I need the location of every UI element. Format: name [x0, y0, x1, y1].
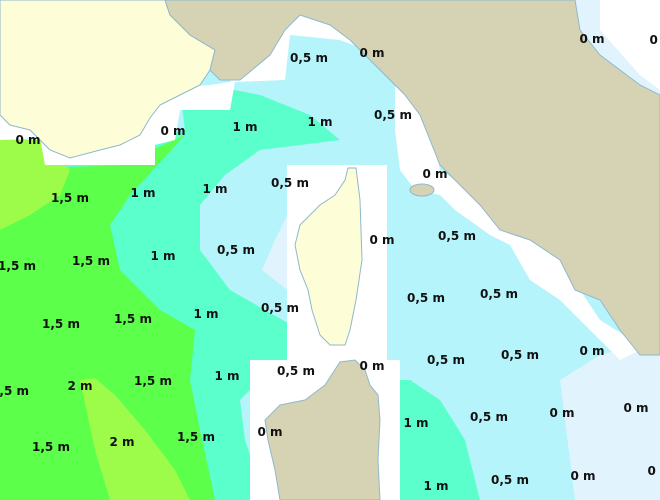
wave-height-label: 0,5 m	[491, 473, 529, 487]
wave-height-label: 0,5 m	[374, 108, 412, 122]
wave-height-label: 0,5 m	[501, 348, 539, 362]
wave-height-label: 1 m	[202, 182, 227, 196]
wave-height-label: 0,5 m	[290, 51, 328, 65]
wave-height-label: 1 m	[130, 186, 155, 200]
land-corsica	[294, 167, 363, 346]
wave-height-label: 1 m	[423, 479, 448, 493]
wave-height-label: 1 m	[232, 120, 257, 134]
wave-height-label: 1 m	[214, 369, 239, 383]
wave-height-label: 0 m	[579, 32, 604, 46]
wave-height-label: 0 m	[549, 406, 574, 420]
wave-height-label: 0,5 m	[470, 410, 508, 424]
wave-height-label: 1,5 m	[32, 440, 70, 454]
wave-height-label: 1,5 m	[0, 259, 36, 273]
wave-height-label: 0 m	[15, 133, 40, 147]
wave-height-label: 0 m	[160, 124, 185, 138]
wave-height-label: 0,5 m	[427, 353, 465, 367]
wave-height-label: 0,5 m	[217, 243, 255, 257]
wave-height-label: 0,5 m	[407, 291, 445, 305]
sea-1m-southeast	[385, 380, 480, 500]
wave-height-label: 0,5 m	[438, 229, 476, 243]
sea-1-5m	[0, 135, 215, 500]
wave-height-label: 0,5 m	[480, 287, 518, 301]
wave-height-label: 1,5 m	[51, 191, 89, 205]
wave-height-label: 0,5 m	[277, 364, 315, 378]
wave-height-label: 1,5 m	[42, 317, 80, 331]
sea-2m-south	[80, 378, 190, 500]
wave-labels: 0 m 0 m 0,5 m 0 m 0 m 0 m 1 m 1 m 0,5 m 1,5 m 1 m 1…	[0, 32, 660, 493]
wave-height-label: 0 m	[570, 469, 595, 483]
wave-height-label: 1 m	[150, 249, 175, 263]
wave-height-label: 0 m	[647, 464, 660, 478]
wave-height-label: 1 m	[193, 307, 218, 321]
wave-height-label: 1 m	[403, 416, 428, 430]
land-sardinia	[264, 359, 381, 500]
wave-height-label: 1,5 m	[114, 312, 152, 326]
wave-height-label: 0,5 m	[261, 301, 299, 315]
wave-height-label: 0 m	[257, 425, 282, 439]
wave-height-label: 0 m	[369, 233, 394, 247]
wave-height-label: 2 m	[67, 379, 92, 393]
wave-height-label: 0 m	[579, 344, 604, 358]
wave-height-label: 2 m	[109, 435, 134, 449]
wave-height-label: 0 m	[649, 33, 660, 47]
wave-height-label: 1,5 m	[0, 384, 29, 398]
wave-height-label: 1,5 m	[134, 374, 172, 388]
land-elba-island	[409, 183, 435, 197]
wave-height-label: 1,5 m	[72, 254, 110, 268]
land-italy	[164, 0, 660, 356]
wave-height-label: 1 m	[307, 115, 332, 129]
wave-height-label: 1,5 m	[177, 430, 215, 444]
wave-height-label: 0 m	[422, 167, 447, 181]
wave-height-label: 0,5 m	[271, 176, 309, 190]
wave-height-label: 0 m	[359, 359, 384, 373]
wave-height-label: 0 m	[359, 46, 384, 60]
wave-height-label: 0 m	[623, 401, 648, 415]
